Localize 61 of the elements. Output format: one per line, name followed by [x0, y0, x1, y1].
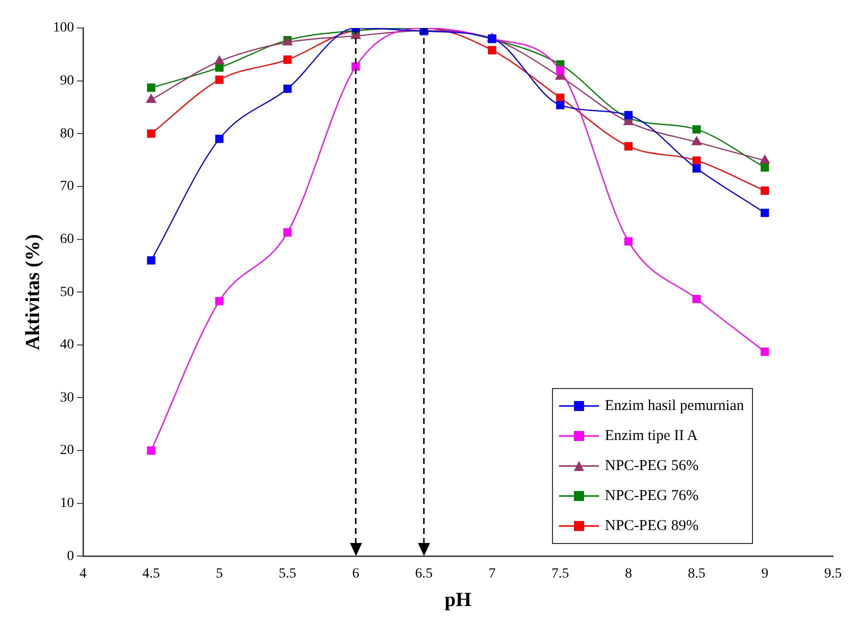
- point: [283, 228, 292, 237]
- x-tick-label: 6: [352, 566, 360, 582]
- point: [146, 94, 156, 103]
- x-axis-title: pH: [444, 589, 472, 612]
- x-tick-label: 5.5: [278, 566, 296, 582]
- y-tick-label: 100: [53, 20, 74, 36]
- y-tick-label: 0: [67, 548, 74, 564]
- legend-label: Enzim tipe II A: [604, 428, 698, 444]
- legend-label: NPC-PEG 56%: [604, 458, 699, 474]
- point: [215, 296, 224, 306]
- y-tick-label: 40: [60, 338, 74, 353]
- point: [556, 100, 564, 110]
- point: [147, 84, 156, 92]
- point: [760, 208, 769, 218]
- x-tick-label: 5: [216, 566, 223, 582]
- point: [692, 136, 702, 146]
- point: [760, 163, 769, 172]
- legend-label: NPC-PEG 89%: [604, 518, 699, 534]
- point: [692, 164, 701, 173]
- y-tick-label: 50: [60, 284, 74, 300]
- x-tick-label: 9.5: [824, 566, 842, 582]
- x-tick-label: 4.5: [142, 566, 160, 582]
- point: [215, 76, 224, 84]
- point: [147, 130, 156, 138]
- point: [215, 134, 224, 144]
- x-tick-label: 9: [761, 566, 768, 582]
- y-tick-label: 80: [60, 126, 74, 142]
- x-tick-label: 6.5: [415, 566, 433, 582]
- point: [147, 256, 156, 265]
- x-tick-label: 8.5: [688, 566, 706, 582]
- point: [760, 186, 769, 195]
- point: [692, 125, 701, 134]
- point: [556, 94, 564, 102]
- point: [214, 56, 224, 64]
- x-tick-label: 7: [488, 566, 496, 582]
- point: [692, 156, 701, 165]
- y-tick-label: 90: [60, 73, 74, 88]
- x-tick-label: 7.5: [552, 566, 570, 582]
- y-axis-title: Aktivitas (%): [22, 234, 44, 350]
- point: [760, 154, 770, 164]
- y-tick-label: 70: [60, 179, 74, 194]
- y-tick-label: 20: [60, 443, 74, 458]
- x-tick-label: 4: [80, 566, 86, 582]
- point: [283, 84, 292, 93]
- point: [624, 142, 633, 150]
- point: [760, 348, 769, 356]
- point: [215, 63, 224, 72]
- point: [352, 62, 360, 71]
- point: [692, 294, 701, 304]
- point: [147, 446, 156, 455]
- x-tick-label: 8: [624, 566, 632, 582]
- point: [556, 66, 564, 74]
- y-tick-label: 30: [60, 390, 74, 406]
- y-tick-label: 60: [60, 232, 74, 247]
- legend-label: Enzim hasil pemurnian: [604, 398, 744, 414]
- point: [283, 56, 292, 64]
- point: [624, 111, 633, 120]
- legend-label: NPC-PEG 76%: [604, 488, 699, 504]
- y-tick-label: 10: [60, 496, 74, 512]
- point: [488, 46, 496, 54]
- point: [624, 237, 633, 246]
